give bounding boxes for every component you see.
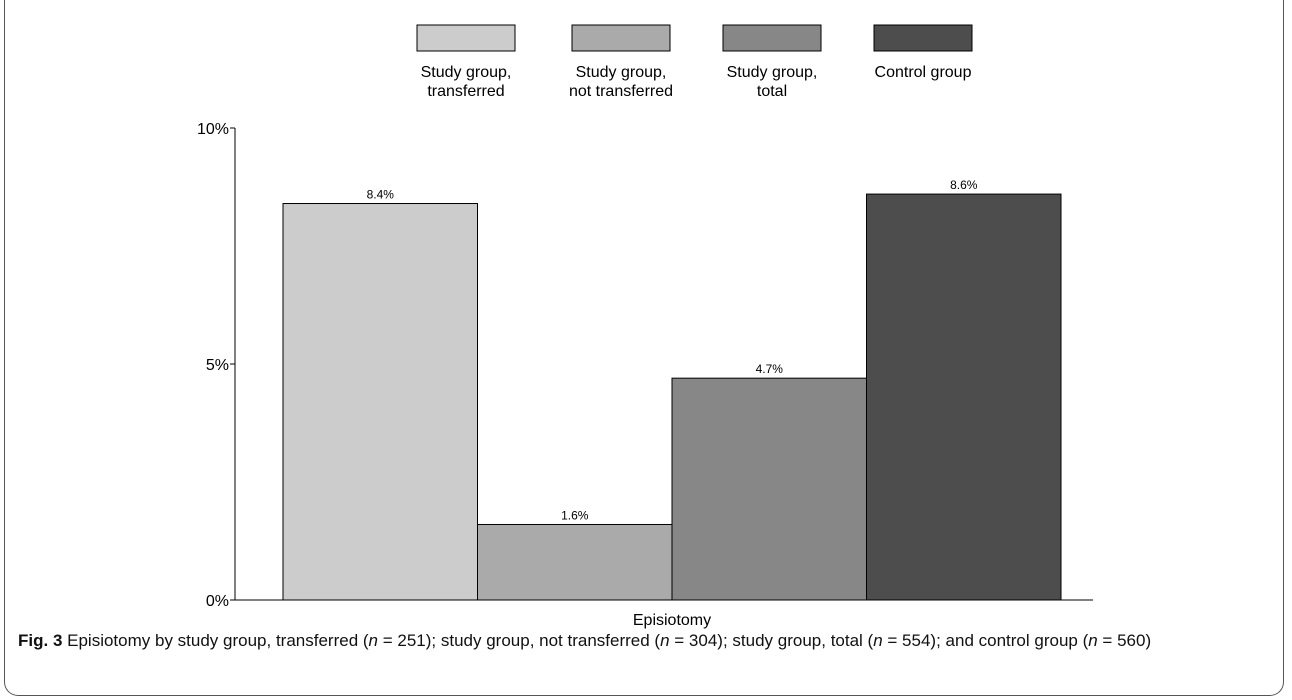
caption-segment: = 304); study group, total ( (669, 631, 874, 650)
y-tick-label: 5% (206, 357, 229, 374)
figure-label: Fig. 3 (18, 631, 63, 650)
legend-label: transferred (427, 83, 504, 100)
caption-segment: = 554); and control group ( (882, 631, 1089, 650)
bar-value-label: 4.7% (756, 362, 784, 376)
legend-label: Control group (875, 64, 972, 81)
figure-caption: Fig. 3 Episiotomy by study group, transf… (18, 629, 1268, 653)
bar-value-label: 8.6% (950, 178, 978, 192)
legend-swatch (571, 24, 671, 52)
caption-n-symbol: n (368, 631, 379, 650)
legend-label: Study group, (421, 64, 512, 81)
legend-label: Study group, (727, 64, 818, 81)
caption-segment: Episiotomy by study group, transferred ( (62, 631, 369, 650)
legend-label: not transferred (569, 83, 673, 100)
caption-n-symbol: n (1088, 631, 1098, 650)
legend-swatch (873, 24, 973, 52)
caption-text: Episiotomy by study group, transferred (… (62, 631, 1151, 650)
y-tick-label: 10% (197, 121, 229, 138)
bar (282, 203, 478, 601)
caption-segment: = 251); study group, not transferred ( (378, 631, 661, 650)
caption-segment: = 560) (1097, 631, 1152, 650)
bar-value-label: 8.4% (367, 188, 395, 202)
x-category-label: Episiotomy (633, 612, 711, 629)
caption-n-symbol: n (660, 631, 670, 650)
bar (671, 377, 867, 601)
figure-frame (4, 0, 1284, 696)
legend-label: Study group, (576, 64, 667, 81)
bar (866, 193, 1062, 601)
legend-label: total (757, 83, 787, 100)
legend-swatch (416, 24, 516, 52)
bar-chart: 0% 5% 10% 8.4% 1.6% 4.7% 8.6% Episiotomy Study g… (197, 24, 1093, 629)
bar-value-label: 1.6% (561, 508, 589, 522)
y-tick-label: 0% (206, 593, 229, 610)
bar (477, 523, 673, 601)
legend-swatch (722, 24, 822, 52)
caption-n-symbol: n (873, 631, 883, 650)
